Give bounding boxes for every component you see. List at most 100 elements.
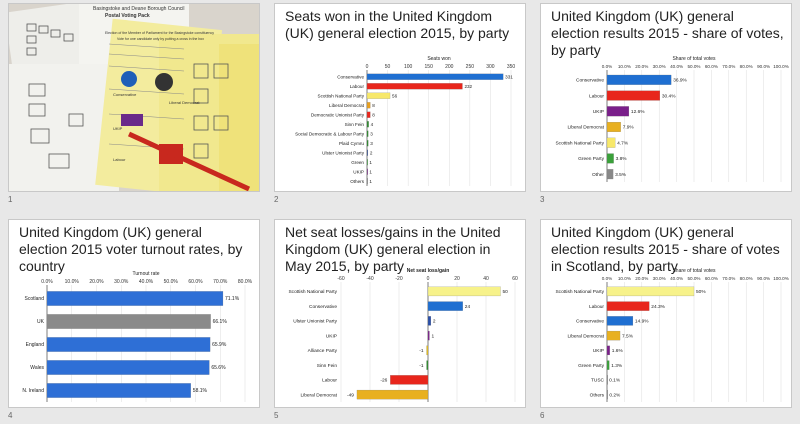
- category-label: Democratic Unionist Party: [311, 112, 365, 117]
- data-label: 2: [370, 150, 373, 155]
- tick-label: 20: [454, 276, 460, 282]
- bar: [366, 121, 369, 128]
- data-label: -49: [347, 392, 354, 398]
- tick-label: 70.0%: [722, 64, 735, 69]
- tick-label: -40: [366, 276, 373, 282]
- slide-2-thumbnail[interactable]: Seats won in the United Kingdom (UK) gen…: [274, 3, 526, 192]
- bar: [366, 168, 368, 175]
- tick-label: 20.0%: [635, 64, 648, 69]
- bar-chart: Share of total votes 0.0% 10.0% 20.0% 30.0% 4…: [555, 268, 789, 402]
- category-label: Conservative: [337, 74, 364, 79]
- bar: [366, 111, 371, 118]
- bar: [606, 286, 695, 297]
- category-label: Liberal Democrat: [329, 103, 365, 108]
- tick-label: 50: [385, 64, 391, 70]
- category-label: Sinn Fein: [345, 122, 365, 127]
- data-label: 36.9%: [673, 78, 687, 84]
- category-label: Conservative: [576, 78, 604, 84]
- data-label: 1: [369, 169, 372, 174]
- category-label: Scotland: [25, 296, 45, 302]
- bar: [606, 389, 608, 400]
- slide-5-thumbnail[interactable]: Net seat losses/gains in the United King…: [274, 219, 526, 408]
- data-label: 4: [371, 122, 374, 127]
- bar: [606, 74, 672, 85]
- bar: [606, 301, 650, 311]
- category-label: Labour: [589, 93, 604, 99]
- category-label: Scottish National Party: [555, 289, 604, 295]
- photo-pack-label: Postal Voting Pack: [105, 13, 150, 19]
- category-label: UKIP: [593, 109, 604, 115]
- photo-party-label: UKIP: [113, 126, 123, 131]
- photo-party-label: Conservative: [113, 92, 137, 97]
- data-label: 65.6%: [211, 365, 226, 371]
- category-label: Wales: [30, 365, 44, 371]
- photo-form-header: Basingstoke and Deane Borough Council: [93, 6, 184, 12]
- data-label: 24.3%: [651, 304, 665, 310]
- data-label: 7.5%: [622, 333, 634, 339]
- category-label: Conservative: [576, 319, 604, 325]
- slide-4-thumbnail[interactable]: United Kingdom (UK) general election 201…: [8, 219, 260, 408]
- bar: [366, 159, 368, 166]
- category-label: Scottish National Party: [318, 93, 365, 98]
- category-label: Sinn Fein: [317, 363, 338, 369]
- slide-number: 4: [8, 411, 13, 420]
- axis-title: Turnout rate: [132, 271, 159, 277]
- data-label: 30.4%: [662, 93, 676, 99]
- data-label: 8: [372, 103, 375, 108]
- tick-label: 0.0%: [602, 64, 612, 69]
- category-label: TUSC: [591, 378, 605, 384]
- photo-party-label: Liberal Democrat: [169, 100, 200, 105]
- category-label: England: [26, 342, 45, 348]
- data-label: 0.2%: [609, 392, 621, 398]
- data-label: 2: [433, 319, 436, 325]
- category-label: Plaid Cymru: [339, 141, 364, 146]
- slide-number: 1: [8, 195, 13, 204]
- category-label: UKIP: [326, 333, 337, 339]
- tick-label: 0: [366, 64, 369, 70]
- bar: [606, 316, 634, 326]
- slide-3-thumbnail[interactable]: United Kingdom (UK) general election res…: [540, 3, 792, 192]
- tick-label: 90.0%: [757, 64, 770, 69]
- bar: [426, 345, 429, 356]
- slide-6-thumbnail[interactable]: United Kingdom (UK) general election res…: [540, 219, 792, 408]
- tick-label: 50.0%: [164, 279, 179, 285]
- photo-party-label: Labour: [113, 157, 126, 162]
- bar: [46, 337, 211, 352]
- data-label: -26: [380, 378, 387, 384]
- category-label: Scottish National Party: [288, 289, 337, 295]
- tick-label: 10.0%: [65, 279, 80, 285]
- category-label: Conservative: [309, 304, 337, 310]
- bar: [46, 360, 210, 375]
- category-label: UK: [37, 319, 45, 325]
- axis-title: Net seat loss/gain: [407, 268, 450, 274]
- data-label: 331: [505, 74, 513, 79]
- data-label: 12.6%: [631, 109, 645, 115]
- bar-chart: Seats won 0 50 100 150 200 250 300 350 Conservati…: [295, 56, 516, 186]
- slide-number: 2: [274, 195, 279, 204]
- tick-label: 10.0%: [618, 276, 631, 281]
- bar: [366, 83, 463, 90]
- category-label: Liberal Democrat: [567, 333, 604, 339]
- data-label: 56: [392, 93, 398, 98]
- slide-1-thumbnail[interactable]: Basingstoke and Deane Borough Council Po…: [8, 3, 260, 192]
- category-label: Other: [592, 172, 604, 178]
- bar: [356, 389, 429, 400]
- data-label: 1.3%: [611, 363, 623, 369]
- tick-label: 350: [507, 64, 516, 70]
- slide-title: Net seat losses/gains in the United King…: [285, 224, 501, 274]
- bar: [390, 375, 429, 385]
- bar: [606, 360, 610, 370]
- bar: [46, 291, 224, 306]
- axis-title: Share of total votes: [672, 268, 716, 274]
- tick-label: 40.0%: [139, 279, 154, 285]
- tick-label: 60.0%: [188, 279, 203, 285]
- bar-chart: Turnout rate 0.0% 10.0% 20.0% 30.0% 40.0% 50.0…: [22, 271, 253, 402]
- bar: [427, 316, 432, 326]
- ballot-papers-photo: Basingstoke and Deane Borough Council Po…: [9, 4, 259, 191]
- data-label: 66.1%: [213, 319, 228, 325]
- category-label: Scottish National Party: [555, 140, 604, 146]
- tick-label: 40: [483, 276, 489, 282]
- pencil-icon: [127, 131, 251, 191]
- data-label: 1: [369, 179, 372, 184]
- tick-label: 80.0%: [740, 276, 753, 281]
